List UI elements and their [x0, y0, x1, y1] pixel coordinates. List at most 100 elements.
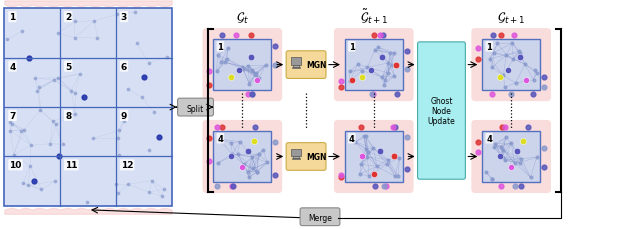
Point — [506, 93, 516, 97]
Point — [237, 165, 248, 169]
Text: 8: 8 — [65, 112, 72, 120]
FancyBboxPatch shape — [334, 120, 413, 193]
Point — [500, 125, 510, 129]
Point — [74, 73, 84, 76]
FancyBboxPatch shape — [286, 52, 326, 79]
Point — [212, 70, 222, 74]
Point — [381, 185, 391, 188]
Point — [228, 185, 238, 188]
Point — [25, 164, 35, 168]
Point — [23, 184, 33, 187]
Point — [539, 146, 549, 150]
Bar — [345, 131, 403, 182]
Point — [401, 68, 412, 71]
Point — [345, 70, 355, 74]
Point — [204, 84, 214, 88]
Point — [262, 161, 273, 164]
Point — [489, 146, 499, 149]
Point — [248, 167, 259, 171]
FancyBboxPatch shape — [202, 29, 282, 102]
Point — [390, 63, 401, 67]
Point — [247, 155, 257, 159]
Point — [221, 58, 232, 61]
Point — [473, 150, 483, 154]
Point — [270, 45, 280, 48]
Text: 7: 7 — [10, 112, 16, 120]
Point — [512, 150, 522, 153]
Point — [247, 69, 257, 73]
Point — [401, 136, 412, 139]
Point — [401, 168, 412, 171]
Text: 1: 1 — [218, 43, 223, 52]
Point — [390, 125, 400, 129]
Point — [508, 58, 518, 62]
FancyBboxPatch shape — [202, 120, 282, 193]
Point — [81, 201, 92, 204]
Point — [531, 72, 541, 76]
Point — [250, 73, 260, 77]
Point — [490, 142, 500, 146]
Point — [509, 34, 519, 38]
Point — [70, 21, 80, 24]
Point — [367, 93, 377, 97]
Bar — [291, 57, 301, 65]
Point — [520, 79, 531, 82]
Point — [515, 52, 525, 55]
Point — [393, 174, 403, 178]
FancyBboxPatch shape — [471, 29, 551, 102]
Point — [524, 125, 534, 129]
Point — [500, 136, 511, 140]
Point — [113, 191, 124, 195]
Point — [511, 82, 521, 85]
Point — [249, 140, 259, 143]
Text: 1: 1 — [349, 43, 355, 52]
Point — [383, 72, 393, 75]
Point — [388, 125, 399, 129]
Point — [29, 77, 40, 81]
Point — [250, 125, 260, 129]
Point — [123, 183, 133, 186]
Point — [488, 52, 499, 55]
Point — [144, 191, 154, 194]
Point — [244, 176, 254, 179]
Point — [252, 170, 262, 174]
Point — [481, 170, 491, 174]
Point — [53, 32, 63, 36]
FancyBboxPatch shape — [178, 99, 214, 117]
Bar — [4, 9, 172, 206]
Point — [485, 57, 495, 61]
Point — [501, 54, 511, 57]
Point — [344, 80, 355, 83]
Point — [212, 54, 223, 58]
Point — [364, 150, 374, 154]
Text: 1: 1 — [10, 13, 15, 22]
Point — [29, 180, 40, 183]
Point — [392, 93, 402, 97]
Text: Split: Split — [187, 104, 204, 113]
Text: $\tilde{\mathcal{G}}_{t+1}$: $\tilde{\mathcal{G}}_{t+1}$ — [360, 8, 388, 26]
Bar — [293, 65, 299, 67]
Point — [110, 183, 120, 186]
Point — [336, 79, 346, 83]
Text: 11: 11 — [65, 161, 77, 170]
Point — [367, 93, 378, 97]
Point — [243, 150, 253, 153]
Point — [16, 129, 26, 133]
Point — [336, 85, 346, 89]
Point — [369, 173, 379, 177]
Point — [89, 20, 99, 24]
Point — [362, 66, 372, 70]
Bar — [292, 159, 300, 160]
Point — [359, 135, 369, 138]
Point — [389, 75, 399, 79]
Point — [223, 47, 233, 51]
Bar — [4, 9, 172, 206]
Point — [356, 125, 366, 129]
Point — [394, 156, 404, 160]
Point — [79, 96, 89, 100]
Point — [113, 137, 123, 141]
Point — [528, 93, 538, 97]
Point — [211, 185, 221, 188]
Bar — [292, 67, 300, 68]
Text: MGN: MGN — [306, 152, 326, 161]
